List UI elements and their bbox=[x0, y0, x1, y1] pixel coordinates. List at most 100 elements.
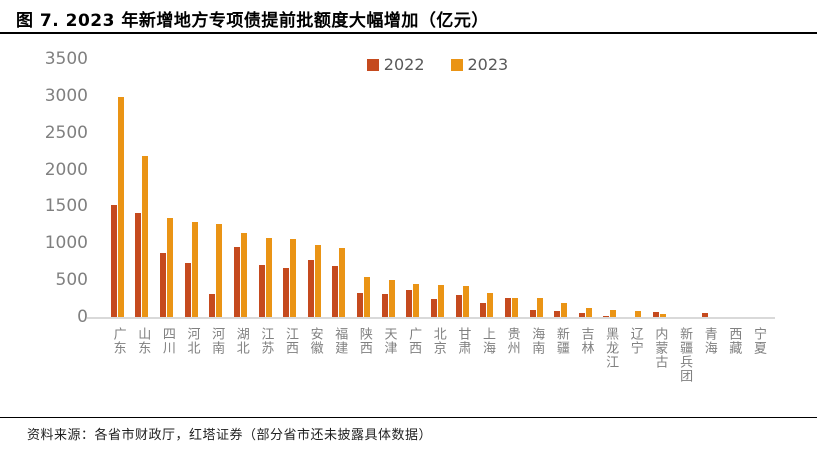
x-tick-label: 山东 bbox=[135, 327, 151, 355]
bar-group bbox=[499, 59, 524, 317]
y-tick-label: 3000 bbox=[44, 85, 88, 106]
y-tick-label: 500 bbox=[55, 270, 88, 291]
bar-2023 bbox=[413, 283, 420, 317]
y-tick-label: 2000 bbox=[44, 159, 88, 180]
bar-group bbox=[204, 59, 229, 317]
bar-2023 bbox=[511, 297, 518, 317]
x-tick-label: 河南 bbox=[209, 327, 225, 355]
bar-2023 bbox=[610, 309, 617, 317]
x-tick-label: 黑龙江 bbox=[603, 327, 619, 369]
bar-2023 bbox=[585, 307, 592, 317]
x-tick-label: 天津 bbox=[381, 327, 397, 355]
legend-item-2022: 2022 bbox=[366, 55, 425, 74]
bar-2023 bbox=[437, 284, 444, 317]
bar-2023 bbox=[314, 244, 321, 317]
bar-group bbox=[721, 59, 746, 317]
x-tick-label: 福建 bbox=[332, 327, 348, 355]
bar-group bbox=[327, 59, 352, 317]
bar-group bbox=[647, 59, 672, 317]
x-tick-label: 广东 bbox=[110, 327, 126, 355]
source-note: 资料来源：各省市财政厅，红塔证券（部分省市还未披露具体数据） bbox=[27, 428, 433, 443]
x-tick-label: 新疆 bbox=[553, 327, 569, 355]
bar-2023 bbox=[142, 155, 149, 317]
bar-2023 bbox=[487, 292, 494, 317]
bar-group bbox=[573, 59, 598, 317]
x-tick-label: 湖北 bbox=[233, 327, 249, 355]
bar-group bbox=[598, 59, 623, 317]
bar-group bbox=[745, 59, 770, 317]
bar-2022 bbox=[701, 312, 708, 317]
x-axis-labels: 广东 山东 四川 河北 河南 湖北 江苏 江西 安徽 福建 陕西 天津 广西 北京 甘肃 上海 贵州 海南 新疆 吉林… bbox=[105, 327, 770, 383]
bar-2023 bbox=[216, 224, 223, 317]
bar-group bbox=[105, 59, 130, 317]
plot-area bbox=[87, 59, 775, 319]
bar-2023 bbox=[191, 222, 198, 317]
bar-2023 bbox=[240, 232, 247, 317]
bar-2023 bbox=[364, 276, 371, 317]
bar-group bbox=[154, 59, 179, 317]
bar-groups bbox=[105, 59, 770, 317]
bar-group bbox=[425, 59, 450, 317]
bar-group bbox=[524, 59, 549, 317]
y-tick-label: 1000 bbox=[44, 233, 88, 254]
bar-2022 bbox=[209, 293, 216, 317]
x-tick-label: 新疆兵团 bbox=[677, 327, 693, 383]
bar-2022 bbox=[554, 311, 561, 317]
bar-2022 bbox=[480, 303, 487, 317]
bar-2023 bbox=[290, 239, 297, 317]
y-tick-label: 1500 bbox=[44, 196, 88, 217]
bar-2022 bbox=[578, 312, 585, 317]
bar-2023 bbox=[659, 314, 666, 317]
bar-2023 bbox=[536, 297, 543, 317]
legend-swatch-2022 bbox=[366, 58, 379, 71]
x-tick-label: 四川 bbox=[159, 327, 175, 355]
bar-2022 bbox=[381, 294, 388, 317]
bar-group bbox=[351, 59, 376, 317]
x-tick-label: 海南 bbox=[529, 327, 545, 355]
legend-label: 2022 bbox=[383, 55, 425, 74]
bar-2023 bbox=[561, 303, 568, 317]
bar-2023 bbox=[635, 311, 642, 317]
x-tick-label: 西藏 bbox=[726, 327, 742, 355]
bar-2022 bbox=[184, 262, 191, 317]
bar-group bbox=[277, 59, 302, 317]
legend-item-2023: 2023 bbox=[450, 55, 509, 74]
x-tick-label: 内蒙古 bbox=[652, 327, 668, 369]
y-tick-label: 2500 bbox=[44, 122, 88, 143]
x-tick-label: 辽宁 bbox=[627, 327, 643, 355]
bar-2023 bbox=[265, 237, 272, 317]
bar-group bbox=[130, 59, 155, 317]
bar-2022 bbox=[455, 294, 462, 317]
x-tick-label: 广西 bbox=[406, 327, 422, 355]
bar-2022 bbox=[504, 297, 511, 317]
bar-2022 bbox=[283, 267, 290, 317]
bar-2022 bbox=[357, 292, 364, 317]
bar-2022 bbox=[430, 298, 437, 317]
x-tick-label: 安徽 bbox=[307, 327, 323, 355]
title-divider bbox=[0, 32, 817, 34]
bar-group bbox=[622, 59, 647, 317]
bar-2022 bbox=[135, 213, 142, 317]
legend-swatch-2023 bbox=[450, 58, 463, 71]
x-tick-label: 上海 bbox=[480, 327, 496, 355]
bar-group bbox=[401, 59, 426, 317]
bar-group bbox=[179, 59, 204, 317]
bar-2022 bbox=[603, 315, 610, 317]
bar-group bbox=[302, 59, 327, 317]
y-axis-labels: 0 500 1000 1500 2000 2500 3000 3500 bbox=[0, 50, 88, 326]
bar-2022 bbox=[652, 312, 659, 317]
x-tick-label: 贵州 bbox=[504, 327, 520, 355]
footer-divider bbox=[0, 417, 817, 418]
bar-group bbox=[376, 59, 401, 317]
x-tick-label: 江西 bbox=[282, 327, 298, 355]
bar-2022 bbox=[160, 252, 167, 317]
chart-legend: 2022 2023 bbox=[105, 55, 770, 74]
bar-2022 bbox=[406, 289, 413, 317]
bar-group bbox=[450, 59, 475, 317]
bar-2022 bbox=[233, 247, 240, 317]
x-tick-label: 青海 bbox=[701, 327, 717, 355]
bar-group bbox=[228, 59, 253, 317]
bar-group bbox=[253, 59, 278, 317]
legend-label: 2023 bbox=[467, 55, 509, 74]
